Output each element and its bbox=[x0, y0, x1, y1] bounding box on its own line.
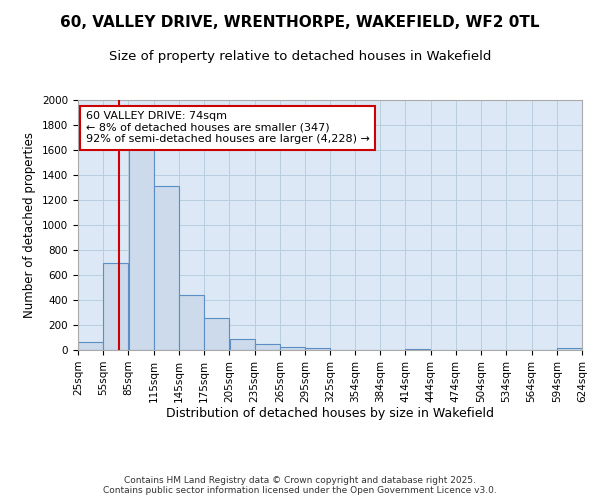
Text: 60 VALLEY DRIVE: 74sqm
← 8% of detached houses are smaller (347)
92% of semi-det: 60 VALLEY DRIVE: 74sqm ← 8% of detached … bbox=[86, 112, 370, 144]
Text: 60, VALLEY DRIVE, WRENTHORPE, WAKEFIELD, WF2 0TL: 60, VALLEY DRIVE, WRENTHORPE, WAKEFIELD,… bbox=[60, 15, 540, 30]
Bar bbox=[230, 339, 254, 350]
Text: Contains HM Land Registry data © Crown copyright and database right 2025.
Contai: Contains HM Land Registry data © Crown c… bbox=[103, 476, 497, 495]
Text: Size of property relative to detached houses in Wakefield: Size of property relative to detached ho… bbox=[109, 50, 491, 63]
Bar bbox=[255, 344, 280, 350]
Bar bbox=[557, 348, 582, 350]
Bar bbox=[205, 318, 229, 350]
Bar bbox=[103, 263, 128, 350]
Bar bbox=[128, 142, 154, 350]
Bar bbox=[179, 295, 204, 350]
Bar bbox=[280, 347, 305, 350]
Bar bbox=[78, 342, 103, 350]
Bar bbox=[154, 186, 179, 350]
Bar bbox=[305, 348, 330, 350]
X-axis label: Distribution of detached houses by size in Wakefield: Distribution of detached houses by size … bbox=[166, 408, 494, 420]
Y-axis label: Number of detached properties: Number of detached properties bbox=[23, 132, 37, 318]
